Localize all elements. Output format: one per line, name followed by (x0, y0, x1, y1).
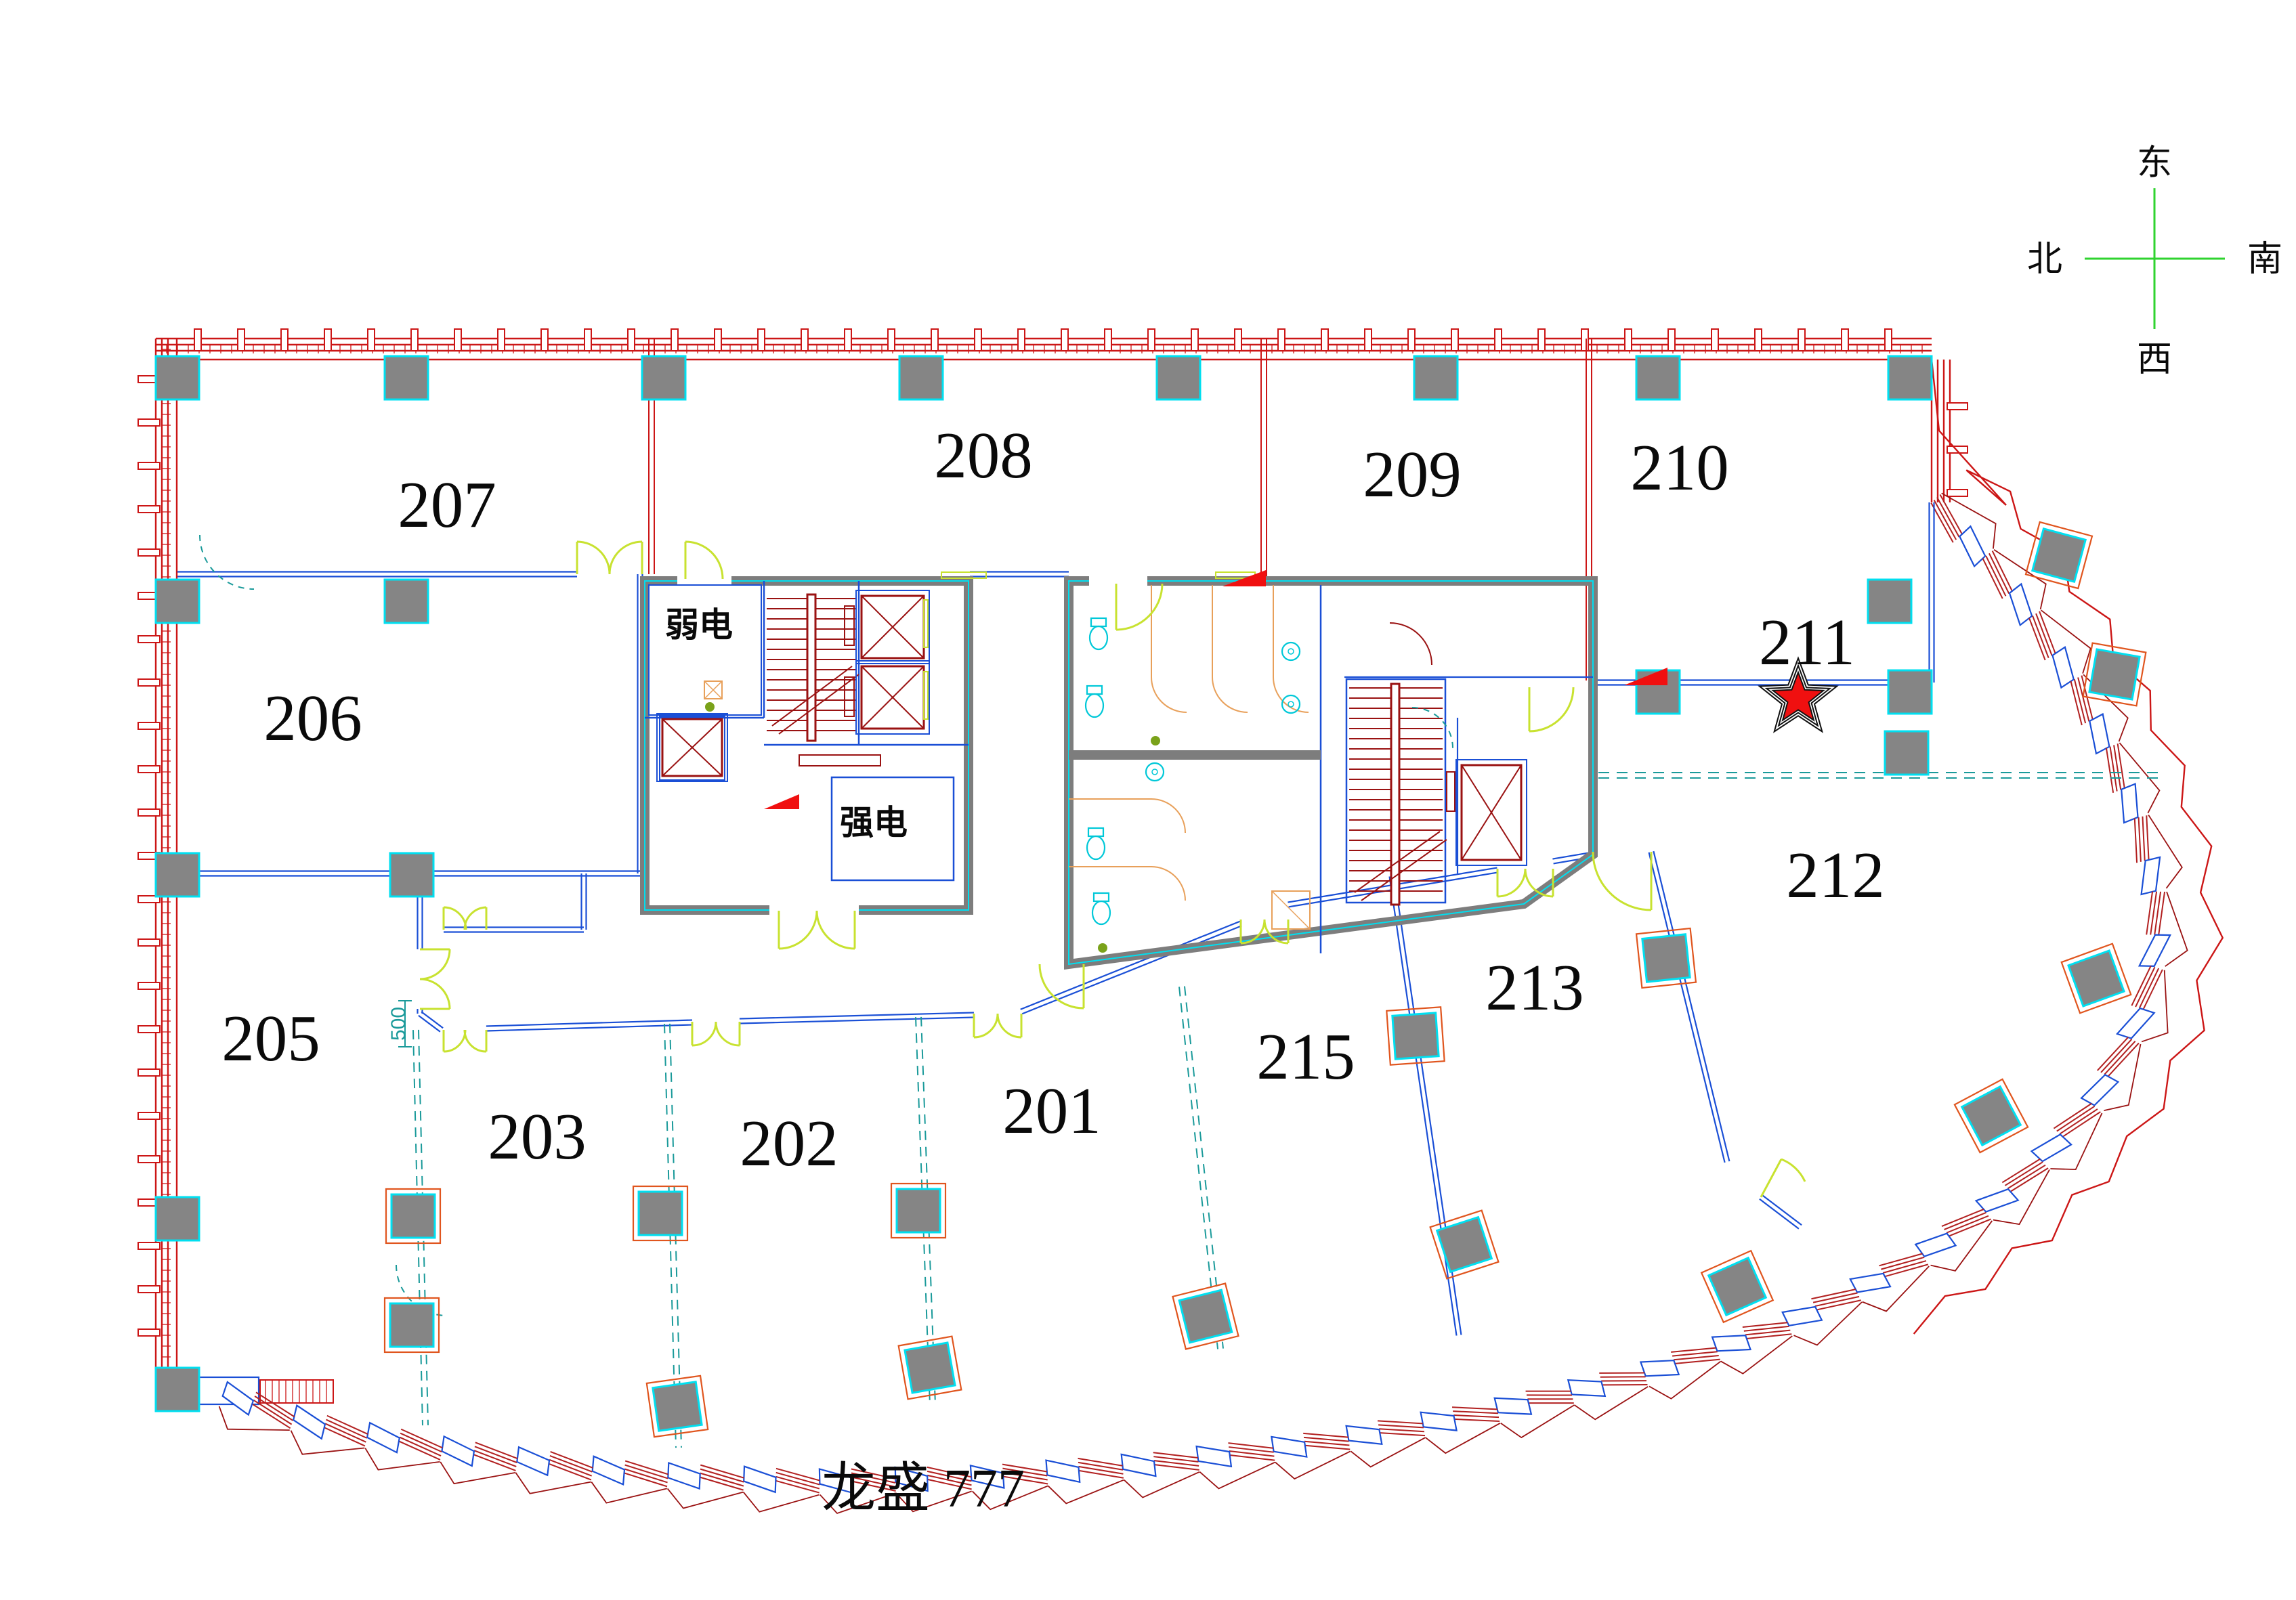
room-label-206: 206 (263, 682, 362, 754)
room-label-strong-power: 强电 (840, 804, 908, 842)
room-label-208: 208 (934, 419, 1033, 492)
room-label-212: 212 (1786, 839, 1885, 911)
service-cores (640, 573, 1598, 970)
location-star-icon (1758, 656, 1839, 733)
room-label-weak-power: 弱电 (665, 606, 733, 644)
room-label-201: 201 (1002, 1075, 1101, 1147)
compass-west: 西 (2137, 340, 2172, 379)
compass-icon: 东 南 西 北 (2027, 144, 2282, 379)
room-label-211: 211 (1759, 606, 1855, 678)
drawing-title: 龙盛 777 (822, 1459, 1025, 1519)
room-label-203: 203 (488, 1100, 587, 1173)
room-label-213: 213 (1485, 951, 1584, 1024)
room-label-202: 202 (740, 1107, 838, 1180)
compass-east: 东 (2137, 144, 2172, 183)
room-label-209: 209 (1363, 438, 1462, 511)
dimension-corridor-width: 500 (387, 1007, 410, 1041)
room-label-207: 207 (398, 469, 496, 541)
door-swings (199, 534, 1806, 1316)
room-labels: 207 208 209 210 206 211 205 212 203 202 … (221, 419, 1885, 1180)
curtain-wall-facade (218, 359, 2224, 1515)
bathroom-fixtures (705, 617, 1301, 953)
room-label-215: 215 (1256, 1020, 1355, 1093)
compass-north: 北 (2027, 240, 2062, 279)
room-label-205: 205 (221, 1002, 320, 1075)
staircase-icon (767, 593, 1447, 906)
misc-markers (398, 570, 1667, 1047)
structural-columns (154, 355, 2147, 1438)
compass-south: 南 (2247, 240, 2282, 279)
room-label-210: 210 (1630, 431, 1729, 504)
